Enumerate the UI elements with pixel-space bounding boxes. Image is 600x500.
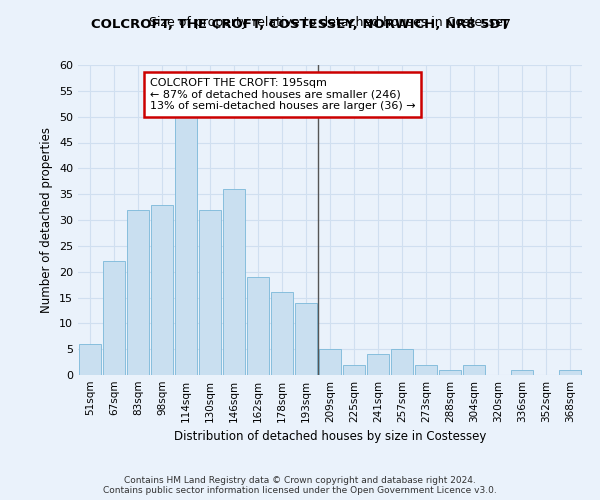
Text: COLCROFT THE CROFT: 195sqm
← 87% of detached houses are smaller (246)
13% of sem: COLCROFT THE CROFT: 195sqm ← 87% of deta… xyxy=(150,78,416,111)
Text: COLCROFT, THE CROFT, COSTESSEY, NORWICH, NR8 5DT: COLCROFT, THE CROFT, COSTESSEY, NORWICH,… xyxy=(91,18,509,30)
Bar xyxy=(343,364,365,375)
Bar xyxy=(127,210,149,375)
Bar xyxy=(559,370,581,375)
Bar xyxy=(391,349,413,375)
Bar xyxy=(247,277,269,375)
Bar xyxy=(463,364,485,375)
Bar xyxy=(223,189,245,375)
Bar xyxy=(175,116,197,375)
Title: Size of property relative to detached houses in Costessey: Size of property relative to detached ho… xyxy=(149,16,511,29)
Bar xyxy=(103,262,125,375)
Bar xyxy=(199,210,221,375)
Bar xyxy=(79,344,101,375)
Text: Contains HM Land Registry data © Crown copyright and database right 2024.
Contai: Contains HM Land Registry data © Crown c… xyxy=(103,476,497,495)
Bar xyxy=(511,370,533,375)
Bar xyxy=(151,204,173,375)
Bar xyxy=(319,349,341,375)
X-axis label: Distribution of detached houses by size in Costessey: Distribution of detached houses by size … xyxy=(174,430,486,444)
Y-axis label: Number of detached properties: Number of detached properties xyxy=(40,127,53,313)
Bar xyxy=(295,302,317,375)
Bar xyxy=(367,354,389,375)
Bar xyxy=(439,370,461,375)
Bar xyxy=(415,364,437,375)
Bar xyxy=(271,292,293,375)
